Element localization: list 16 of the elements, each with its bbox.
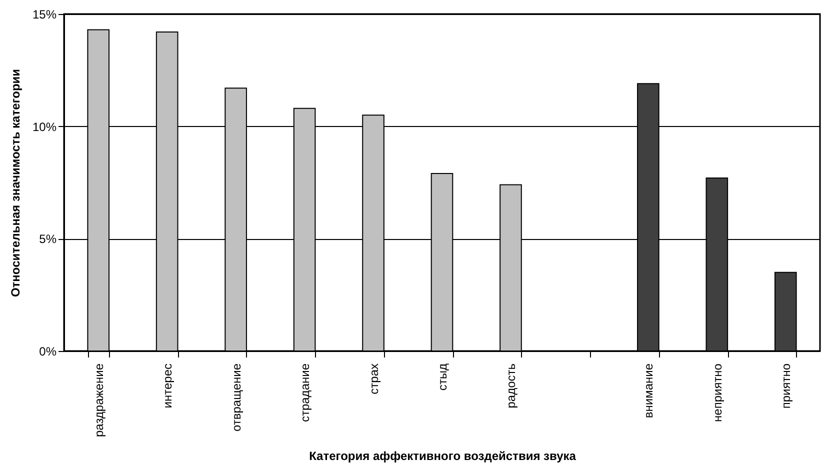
x-tick-label: отвращение bbox=[229, 363, 244, 432]
x-tick-label: раздражение bbox=[92, 363, 106, 438]
y-tick-label: 5% bbox=[39, 232, 57, 246]
x-tick-label: страдание bbox=[298, 363, 312, 422]
x-tick-label: неприятно bbox=[710, 363, 724, 422]
x-tick-label: радость bbox=[504, 364, 518, 408]
y-tick-label: 0% bbox=[39, 344, 57, 358]
x-tick-label: интерес bbox=[160, 364, 175, 408]
y-axis-title: Относительная значимость категории bbox=[8, 68, 22, 298]
x-tick-label: страх bbox=[366, 364, 381, 394]
x-tick-label: внимание bbox=[642, 363, 656, 418]
x-tick-label: приятно bbox=[779, 363, 794, 409]
x-tick-label: стыд bbox=[436, 364, 450, 391]
y-tick-label: 15% bbox=[32, 8, 57, 22]
x-axis-title: Категория аффективного воздействия звука bbox=[309, 449, 576, 464]
y-tick-label: 10% bbox=[32, 120, 57, 134]
